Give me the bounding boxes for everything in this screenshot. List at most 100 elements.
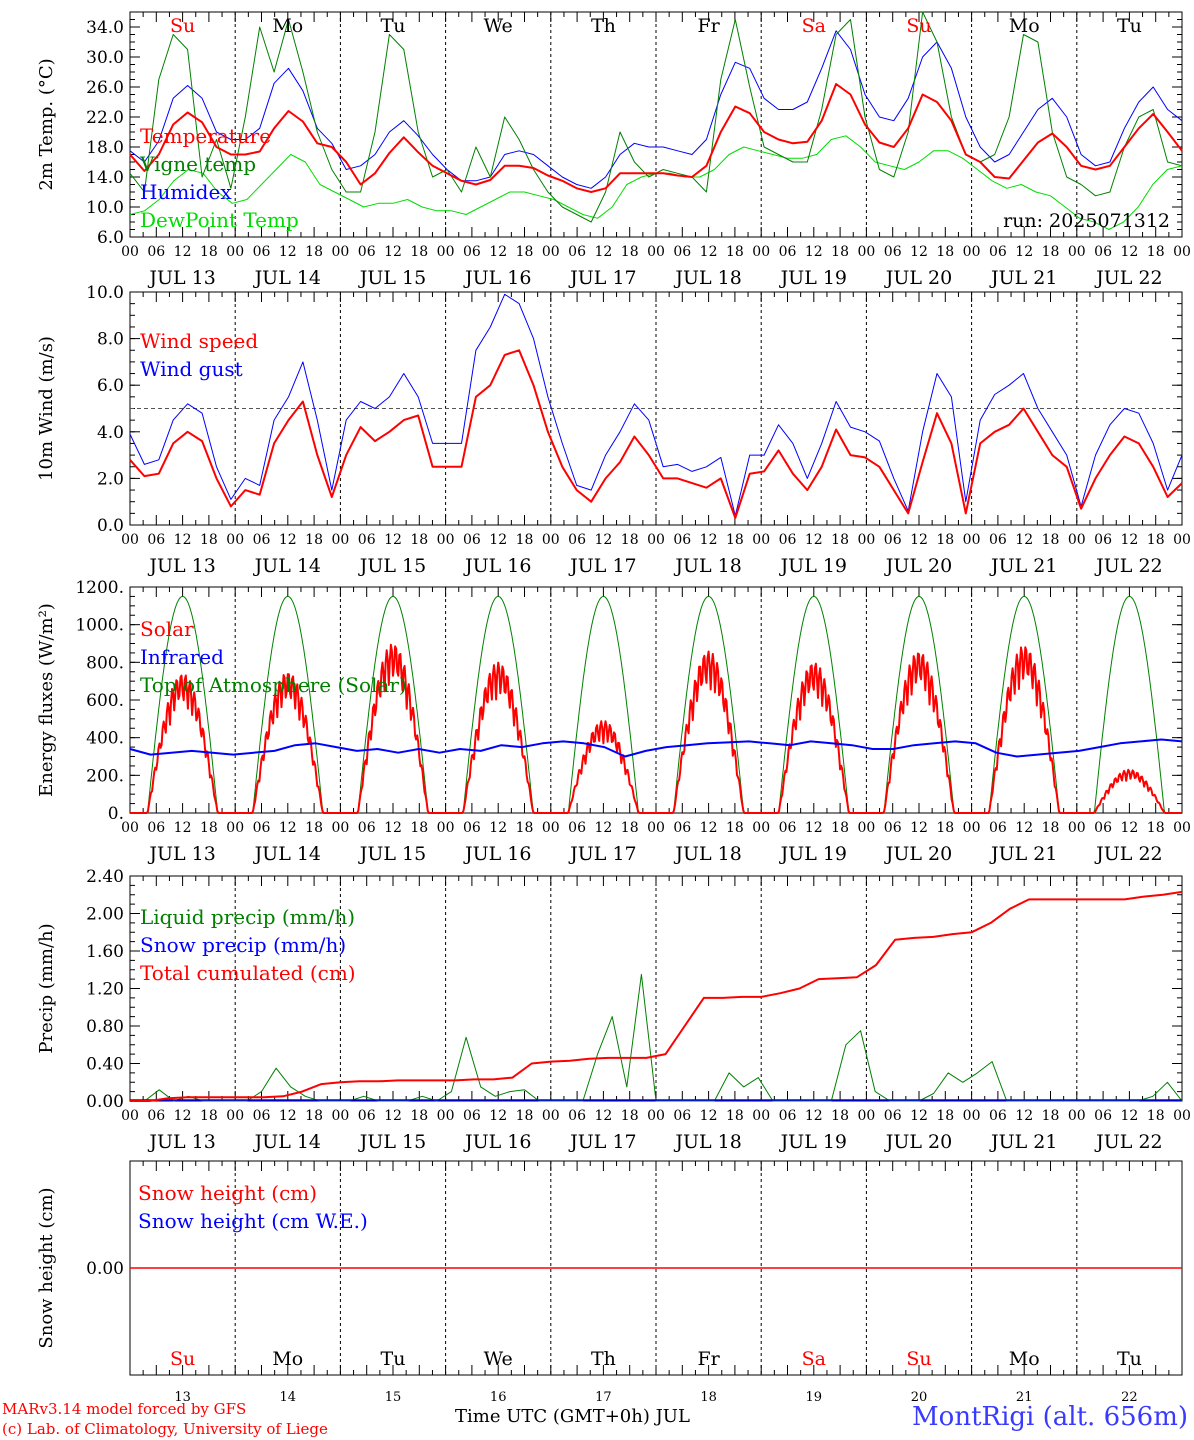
y-tick-label: 0.40 bbox=[86, 1055, 124, 1075]
time-axis-label: Time UTC (GMT+0h) JUL bbox=[455, 1406, 690, 1427]
date-label: JUL 19 bbox=[779, 1131, 847, 1153]
hour-label: 12 bbox=[1120, 1108, 1138, 1124]
hour-label: 00 bbox=[331, 532, 349, 548]
hour-label: 00 bbox=[647, 532, 665, 548]
hour-label: 06 bbox=[1094, 820, 1112, 836]
date-label: JUL 13 bbox=[147, 843, 215, 865]
hour-label: 18 bbox=[936, 820, 954, 836]
hour-label: 06 bbox=[1094, 244, 1112, 260]
hour-label: 00 bbox=[1068, 820, 1086, 836]
hour-label: 18 bbox=[516, 532, 534, 548]
legend-entry: Vigne temp bbox=[139, 152, 256, 176]
date-label: JUL 21 bbox=[989, 1131, 1057, 1153]
day-number-label: 21 bbox=[1016, 1390, 1033, 1405]
hour-label: 06 bbox=[463, 820, 481, 836]
hour-label: 12 bbox=[279, 532, 297, 548]
y-tick-label: 2.00 bbox=[86, 905, 124, 925]
hour-label: 00 bbox=[647, 1108, 665, 1124]
hour-label: 12 bbox=[594, 820, 612, 836]
y-tick-label: 200. bbox=[86, 766, 124, 786]
hour-label: 00 bbox=[437, 244, 455, 260]
y-tick-label: 0.00 bbox=[86, 1259, 124, 1279]
hour-label: 06 bbox=[884, 532, 902, 548]
hour-label: 06 bbox=[568, 820, 586, 836]
hour-label: 06 bbox=[463, 1108, 481, 1124]
y-axis-title: Precip (mm/h) bbox=[36, 923, 57, 1053]
hour-label: 12 bbox=[910, 532, 928, 548]
hour-label: 18 bbox=[305, 244, 323, 260]
y-tick-label: 10.0 bbox=[86, 198, 124, 218]
y-tick-label: 1200. bbox=[75, 578, 124, 598]
hour-label: 00 bbox=[857, 1108, 875, 1124]
panel-frame bbox=[129, 11, 1183, 238]
hour-label: 06 bbox=[673, 820, 691, 836]
y-axis-title: 10m Wind (m/s) bbox=[36, 336, 57, 481]
legend-entry: Snow height (cm) bbox=[138, 1181, 317, 1205]
y-tick-label: 6.0 bbox=[97, 376, 124, 396]
hour-label: 18 bbox=[831, 244, 849, 260]
legend-entry: Infrared bbox=[140, 645, 224, 669]
hour-label: 18 bbox=[200, 1108, 218, 1124]
hour-label: 18 bbox=[936, 532, 954, 548]
date-label: JUL 16 bbox=[463, 843, 531, 865]
legend-entry: DewPoint Temp bbox=[140, 208, 299, 232]
date-label: JUL 17 bbox=[568, 843, 636, 865]
y-tick-label: 22.0 bbox=[86, 108, 124, 128]
hour-label: 06 bbox=[463, 244, 481, 260]
station-name: MontRigi (alt. 656m) bbox=[912, 1402, 1188, 1432]
y-tick-label: 400. bbox=[86, 729, 124, 749]
legend-entry: Total cumulated (cm) bbox=[140, 961, 356, 985]
hour-label: 18 bbox=[726, 1108, 744, 1124]
series-line-2 bbox=[129, 293, 1183, 517]
day-number-label: 19 bbox=[806, 1390, 823, 1405]
hour-label: 00 bbox=[647, 820, 665, 836]
hour-label: 06 bbox=[358, 820, 376, 836]
hour-label: 00 bbox=[226, 1108, 244, 1124]
panel-2: 0.0 2.0 4.0 6.0 8.0 10.0 10m Wind (m/s) 00 06 12 1… bbox=[36, 283, 1191, 577]
hour-label: 18 bbox=[410, 1108, 428, 1124]
legend-entry: Snow height (cm W.E.) bbox=[138, 1209, 368, 1233]
y-tick-label: 0.80 bbox=[86, 1017, 124, 1037]
date-label: JUL 14 bbox=[253, 267, 321, 289]
hour-label: 06 bbox=[358, 532, 376, 548]
hour-label: 00 bbox=[542, 820, 560, 836]
hour-label: 00 bbox=[331, 244, 349, 260]
date-label: JUL 18 bbox=[673, 555, 741, 577]
day-number-label: 16 bbox=[490, 1390, 507, 1405]
date-label: JUL 20 bbox=[884, 843, 952, 865]
date-label: JUL 20 bbox=[884, 1131, 952, 1153]
date-label: JUL 20 bbox=[884, 555, 952, 577]
hour-label: 06 bbox=[779, 1108, 797, 1124]
hour-label: 00 bbox=[437, 532, 455, 548]
y-axis-title: 2m Temp. (°C) bbox=[36, 58, 57, 190]
hour-label: 12 bbox=[384, 244, 402, 260]
hour-label: 12 bbox=[1015, 532, 1033, 548]
y-tick-label: 14.0 bbox=[86, 168, 124, 188]
date-label: JUL 16 bbox=[463, 555, 531, 577]
hour-label: 00 bbox=[963, 244, 981, 260]
weekday-label: Tu bbox=[1117, 15, 1142, 37]
hour-label: 06 bbox=[779, 532, 797, 548]
date-label: JUL 19 bbox=[779, 843, 847, 865]
weekday-label: Sa bbox=[802, 1348, 826, 1370]
hour-label: 00 bbox=[1173, 532, 1191, 548]
y-tick-label: 34.0 bbox=[86, 18, 124, 38]
hour-label: 06 bbox=[884, 244, 902, 260]
hour-label: 12 bbox=[1015, 1108, 1033, 1124]
panel-3: 0. 200. 400. 600. 800. 1000. 1200. Energy fluxe… bbox=[36, 578, 1191, 865]
hour-label: 06 bbox=[568, 244, 586, 260]
run-annotation: run: 2025071312 bbox=[1003, 210, 1170, 232]
hour-label: 00 bbox=[226, 244, 244, 260]
hour-label: 06 bbox=[253, 820, 271, 836]
hour-label: 06 bbox=[147, 244, 165, 260]
hour-label: 06 bbox=[147, 1108, 165, 1124]
hour-label: 12 bbox=[910, 1108, 928, 1124]
date-label: JUL 21 bbox=[989, 555, 1057, 577]
hour-label: 06 bbox=[1094, 1108, 1112, 1124]
hour-label: 06 bbox=[253, 244, 271, 260]
hour-label: 12 bbox=[1120, 244, 1138, 260]
hour-label: 06 bbox=[568, 1108, 586, 1124]
hour-label: 00 bbox=[1173, 820, 1191, 836]
hour-label: 18 bbox=[516, 244, 534, 260]
cumulated-precip-line bbox=[130, 890, 1183, 1102]
